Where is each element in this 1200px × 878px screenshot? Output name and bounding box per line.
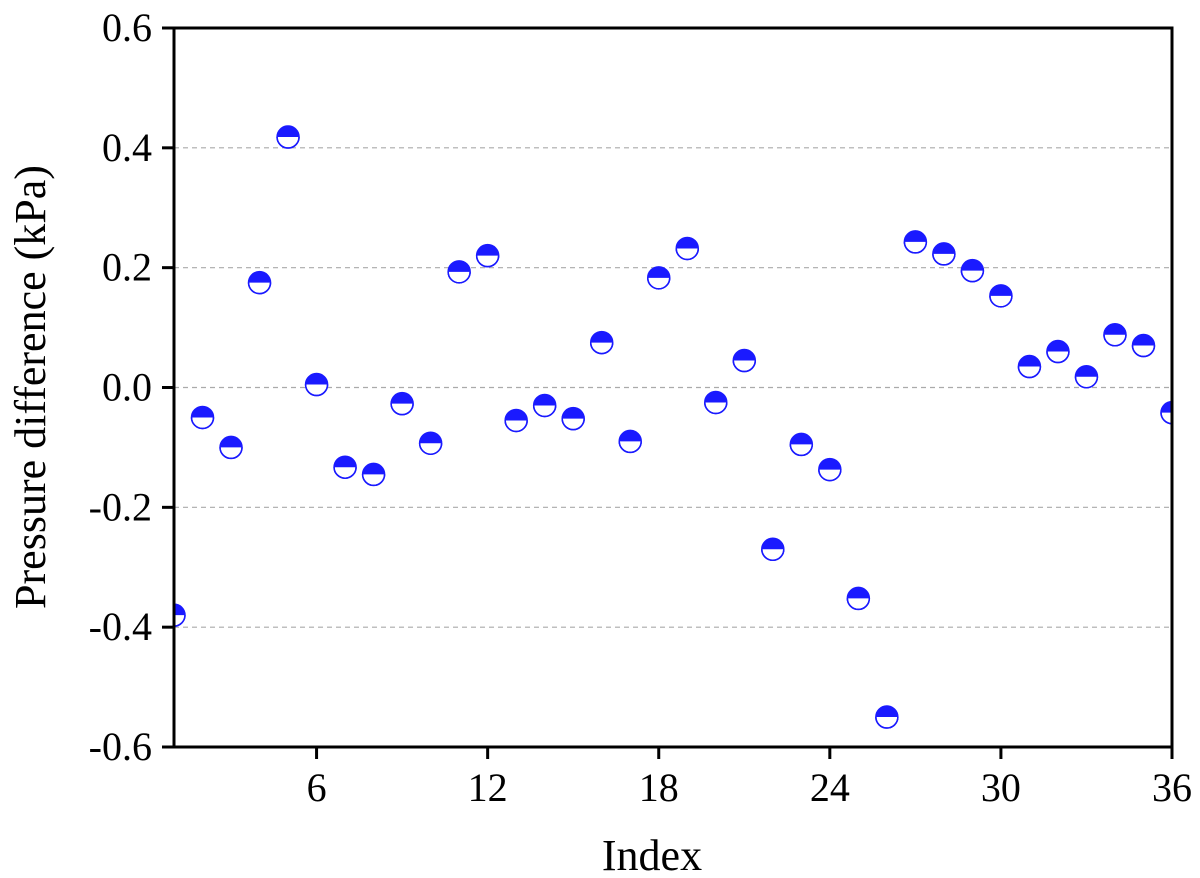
data-point xyxy=(960,258,985,283)
data-point xyxy=(818,457,842,482)
data-point xyxy=(618,429,642,454)
data-point xyxy=(504,408,528,433)
x-tick-label: 36 xyxy=(1152,765,1192,810)
data-point xyxy=(1131,333,1156,358)
x-axis-title: Index xyxy=(602,831,702,878)
x-tick-label: 30 xyxy=(981,765,1021,810)
data-point xyxy=(732,348,757,373)
y-tick-label: -0.2 xyxy=(89,484,152,529)
data-point xyxy=(903,230,928,254)
data-point xyxy=(475,243,500,268)
data-point xyxy=(561,406,585,431)
x-tick-label: 6 xyxy=(307,765,327,810)
y-tick-label: -0.6 xyxy=(89,724,152,769)
data-point xyxy=(761,537,785,562)
y-tick-label: 0.6 xyxy=(102,5,152,50)
data-point xyxy=(675,236,700,261)
data-point xyxy=(704,390,728,415)
data-point xyxy=(390,391,414,416)
data-point xyxy=(1160,400,1172,425)
data-point xyxy=(190,405,215,430)
data-point xyxy=(447,260,471,284)
data-point xyxy=(1046,339,1070,364)
data-point xyxy=(276,125,300,149)
data-point xyxy=(418,431,443,455)
x-tick-label: 18 xyxy=(639,765,679,810)
data-point xyxy=(219,435,243,460)
data-point xyxy=(304,372,329,397)
y-tick-label: 0.4 xyxy=(102,125,152,170)
data-point xyxy=(532,393,557,418)
data-point xyxy=(1074,364,1099,389)
gridlines xyxy=(174,147,1172,628)
data-point xyxy=(1017,354,1042,379)
data-points xyxy=(174,125,1172,729)
data-point xyxy=(361,462,386,487)
data-point xyxy=(589,330,614,355)
data-point xyxy=(846,586,871,611)
y-tick-label: -0.4 xyxy=(89,604,152,649)
data-point xyxy=(333,455,357,479)
y-axis-title: Pressure difference (kPa) xyxy=(6,165,55,609)
data-point xyxy=(789,432,814,457)
data-point xyxy=(989,284,1013,308)
data-point xyxy=(875,705,899,729)
data-point xyxy=(932,242,956,266)
data-point xyxy=(1103,323,1127,347)
axis-ticks: -0.6 -0.4 -0.2 0.0 0.2 0.4 0.6 6 12 18 24 30 36 xyxy=(89,5,1192,810)
data-point xyxy=(646,266,671,290)
data-point xyxy=(247,270,272,295)
y-tick-label: 0.2 xyxy=(102,245,152,290)
x-tick-label: 24 xyxy=(810,765,850,810)
data-point xyxy=(174,603,186,627)
x-tick-label: 12 xyxy=(468,765,508,810)
y-tick-label: 0.0 xyxy=(102,365,152,410)
